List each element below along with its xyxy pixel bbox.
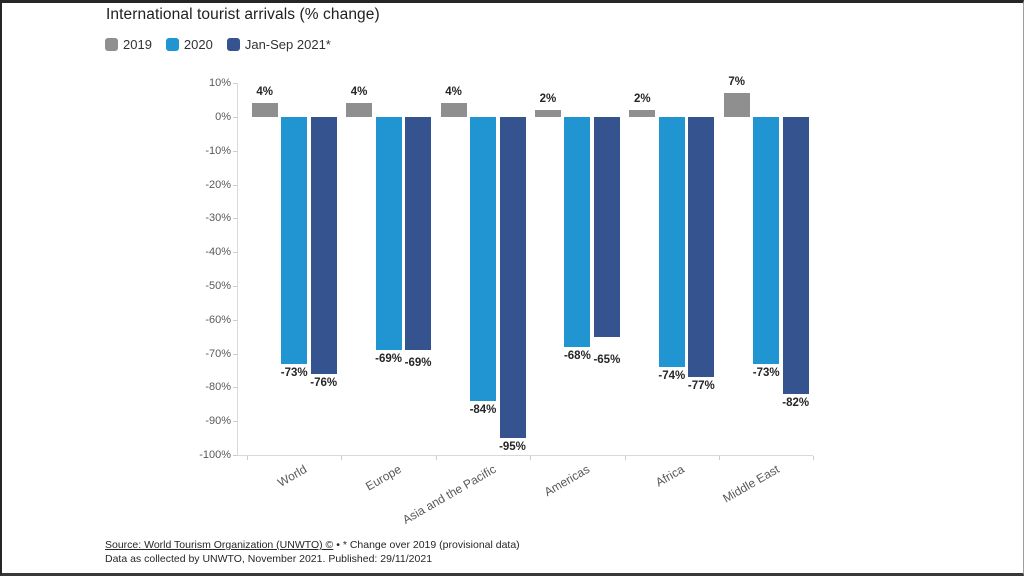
bar-jan-sep-2021-africa bbox=[688, 117, 715, 378]
bar-2019-middle-east bbox=[723, 93, 750, 117]
y-axis-tick bbox=[233, 184, 237, 186]
x-axis-tick bbox=[530, 456, 532, 460]
footer-line-1: Source: World Tourism Organization (UNWT… bbox=[105, 538, 520, 552]
value-label-jan-sep-2021-europe: -69% bbox=[404, 357, 432, 370]
legend-swatch-2020 bbox=[165, 38, 179, 51]
y-axis-label: -100% bbox=[199, 449, 231, 461]
bar-2020-asia-and-the-pacific bbox=[470, 117, 496, 401]
bar-2020-middle-east bbox=[753, 117, 780, 364]
bar-2019-africa bbox=[629, 110, 656, 117]
y-axis-tick bbox=[233, 218, 237, 220]
x-axis-label-world: World bbox=[275, 462, 310, 490]
x-axis-label-americas: Americas bbox=[542, 462, 593, 500]
value-label-2020-world: -73% bbox=[280, 366, 308, 379]
y-axis-label: -10% bbox=[205, 144, 231, 157]
source-link[interactable]: Source: World Tourism Organization (UNWT… bbox=[105, 539, 334, 551]
value-label-2019-middle-east: 7% bbox=[728, 76, 745, 89]
bar-2020-world bbox=[281, 117, 308, 364]
bar-2019-asia-and-the-pacific bbox=[440, 103, 467, 117]
value-label-2020-europe: -69% bbox=[375, 353, 403, 366]
value-label-2020-americas: -68% bbox=[563, 349, 591, 362]
x-axis-tick bbox=[435, 456, 437, 460]
x-axis-label-middle-east: Middle East bbox=[719, 462, 782, 506]
legend-swatch-jan-sep-2021 bbox=[226, 38, 240, 51]
x-axis-tick bbox=[341, 456, 343, 460]
bar-jan-sep-2021-europe bbox=[405, 117, 432, 351]
legend-item-2020[interactable]: 2020 bbox=[165, 37, 213, 52]
legend-swatch-2019 bbox=[105, 38, 118, 51]
x-axis-label-africa: Africa bbox=[653, 462, 687, 490]
y-axis-label: -30% bbox=[205, 212, 231, 225]
value-label-jan-sep-2021-africa: -77% bbox=[687, 380, 715, 393]
y-axis-label: -70% bbox=[205, 347, 231, 360]
footer: Source: World Tourism Organization (UNWT… bbox=[105, 538, 520, 566]
y-axis-tick bbox=[233, 319, 237, 321]
bar-2019-europe bbox=[346, 103, 373, 117]
bar-jan-sep-2021-asia-and-the-pacific bbox=[499, 117, 526, 439]
footer-note: • * Change over 2019 (provisional data) bbox=[333, 539, 520, 551]
bar-2020-africa bbox=[658, 117, 685, 368]
value-label-jan-sep-2021-americas: -65% bbox=[593, 353, 621, 366]
y-axis-label: -90% bbox=[205, 415, 231, 428]
y-axis-label: -80% bbox=[205, 381, 231, 394]
y-axis-tick bbox=[233, 83, 237, 85]
bar-jan-sep-2021-world bbox=[310, 117, 337, 374]
y-axis-label: -20% bbox=[205, 178, 231, 191]
y-axis-tick bbox=[233, 286, 237, 287]
y-axis-label: -60% bbox=[205, 313, 231, 326]
bar-jan-sep-2021-americas bbox=[593, 117, 620, 337]
value-label-2019-europe: 4% bbox=[350, 86, 368, 99]
y-axis-tick bbox=[233, 150, 237, 152]
y-axis-label: 10% bbox=[208, 77, 231, 90]
legend-label: 2019 bbox=[123, 37, 152, 52]
bar-2019-americas bbox=[534, 110, 561, 117]
y-axis-label: -50% bbox=[205, 280, 231, 292]
value-label-jan-sep-2021-middle-east: -82% bbox=[782, 397, 810, 410]
y-axis-label: -40% bbox=[205, 246, 231, 259]
legend-label: 2020 bbox=[183, 37, 213, 52]
value-label-jan-sep-2021-asia-and-the-pacific: -95% bbox=[499, 441, 526, 454]
y-axis-tick bbox=[233, 455, 237, 456]
value-label-2020-africa: -74% bbox=[658, 370, 686, 383]
y-axis-tick bbox=[233, 353, 237, 355]
footer-line-2: Data as collected by UNWTO, November 202… bbox=[105, 553, 433, 565]
chart-title: International tourist arrivals (% change… bbox=[106, 6, 380, 23]
bar-jan-sep-2021-middle-east bbox=[782, 117, 809, 395]
value-label-2019-africa: 2% bbox=[633, 93, 651, 106]
value-label-2020-asia-and-the-pacific: -84% bbox=[469, 403, 497, 416]
y-axis-label: 0% bbox=[215, 111, 231, 123]
y-axis-line bbox=[237, 83, 238, 455]
bar-2020-europe bbox=[375, 117, 402, 351]
legend-label: Jan-Sep 2021* bbox=[244, 37, 331, 52]
x-axis-label-asia-and-the-pacific: Asia and the Pacific bbox=[399, 462, 498, 527]
x-axis-label-europe: Europe bbox=[363, 462, 404, 494]
bar-2019-world bbox=[251, 103, 278, 117]
bar-2020-americas bbox=[564, 117, 591, 347]
x-axis-tick bbox=[247, 456, 248, 460]
value-label-2019-asia-and-the-pacific: 4% bbox=[445, 86, 462, 99]
x-axis-tick bbox=[624, 456, 626, 460]
x-axis-tick bbox=[813, 456, 815, 460]
y-axis-tick bbox=[233, 387, 237, 389]
legend: 2019 2020 Jan-Sep 2021* bbox=[105, 37, 331, 52]
x-axis-line bbox=[237, 455, 813, 456]
value-label-2020-middle-east: -73% bbox=[752, 366, 780, 379]
value-label-2019-world: 4% bbox=[256, 86, 273, 99]
value-label-jan-sep-2021-world: -76% bbox=[310, 376, 338, 389]
legend-item-jan-sep-2021[interactable]: Jan-Sep 2021* bbox=[226, 37, 331, 52]
legend-item-2019[interactable]: 2019 bbox=[105, 37, 152, 52]
y-axis-tick bbox=[233, 421, 237, 423]
y-axis-tick bbox=[233, 252, 237, 254]
x-axis-tick bbox=[719, 456, 720, 460]
y-axis-tick bbox=[233, 117, 237, 118]
value-label-2019-americas: 2% bbox=[539, 93, 557, 106]
